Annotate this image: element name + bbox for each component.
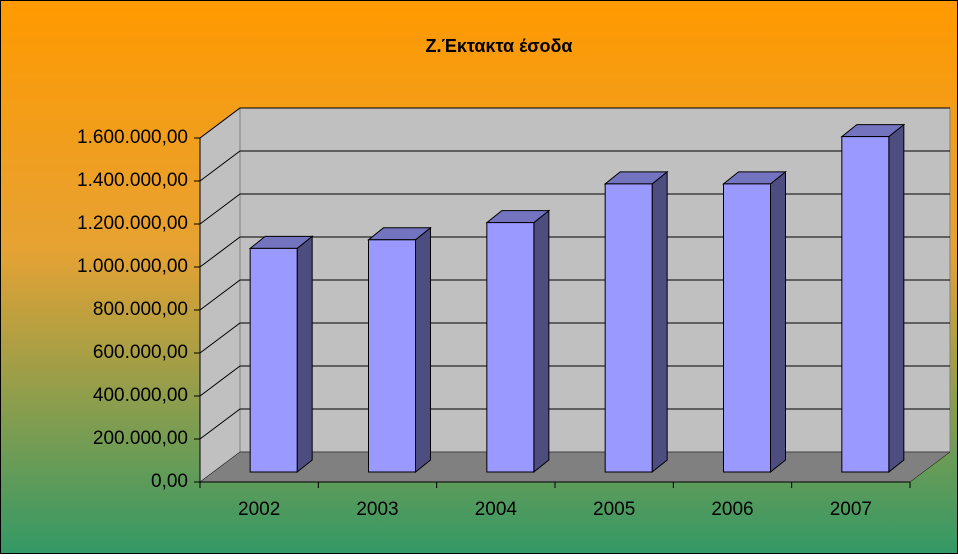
x-tick-label: 2003 bbox=[356, 499, 398, 520]
x-tick-label: 2005 bbox=[593, 499, 635, 520]
grid-line bbox=[199, 408, 950, 440]
y-tick-label: 0,00 bbox=[151, 471, 188, 492]
bar-side bbox=[296, 235, 313, 474]
grid-line bbox=[199, 193, 950, 225]
grid-line bbox=[199, 365, 950, 397]
y-tick-label: 400.000,00 bbox=[93, 385, 188, 406]
grid-line bbox=[199, 107, 950, 139]
bar-side bbox=[651, 170, 668, 474]
bar bbox=[604, 183, 653, 473]
x-tick-label: 2002 bbox=[238, 499, 280, 520]
grid-line bbox=[199, 150, 950, 182]
bar bbox=[841, 136, 890, 473]
y-tick-label: 1.600.000,00 bbox=[77, 127, 188, 148]
grid-line bbox=[199, 236, 950, 268]
bar bbox=[723, 183, 771, 473]
x-tick-label: 2007 bbox=[830, 499, 872, 520]
bar-side bbox=[533, 209, 550, 474]
chart-title: Ζ.Έκτακτα έσοδα bbox=[425, 36, 572, 56]
bar-side bbox=[888, 123, 905, 474]
bar bbox=[368, 239, 416, 473]
bar bbox=[486, 222, 535, 473]
bar-side bbox=[415, 226, 431, 474]
y-tick-label: 1.200.000,00 bbox=[77, 213, 188, 234]
x-tick-label: 2004 bbox=[475, 499, 518, 520]
grid-line bbox=[199, 279, 950, 311]
y-tick-label: 800.000,00 bbox=[93, 299, 188, 320]
y-tick-label: 1.400.000,00 bbox=[77, 170, 188, 191]
y-tick-label: 200.000,00 bbox=[93, 428, 188, 449]
bar-side bbox=[770, 170, 786, 474]
grid-line bbox=[199, 322, 950, 354]
bar bbox=[249, 247, 298, 473]
x-tick-label: 2006 bbox=[711, 499, 753, 520]
y-tick-label: 1.000.000,00 bbox=[77, 256, 188, 277]
y-tick-label: 600.000,00 bbox=[93, 342, 188, 363]
